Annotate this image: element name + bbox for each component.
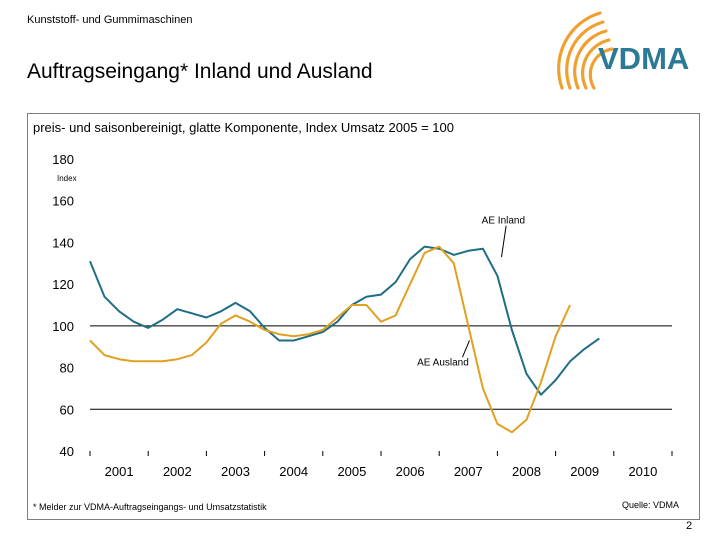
y-tick-label: 80	[60, 361, 74, 376]
logo-arcs	[557, 11, 614, 90]
y-tick-label: 100	[52, 319, 74, 334]
series-line-1	[89, 245, 572, 434]
x-tick-label: 2002	[163, 464, 192, 479]
page-title: Auftragseingang* Inland und Ausland	[27, 60, 373, 83]
y-axis-label: Index	[57, 174, 77, 183]
x-tick-label: 2008	[512, 464, 541, 479]
source-note: Quelle: VDMA	[622, 500, 680, 510]
x-tick-label: 2003	[221, 464, 250, 479]
logo-wordmark: VDMA	[598, 41, 689, 76]
vdma-logo: VDMA	[557, 11, 689, 90]
y-tick-label: 40	[60, 444, 74, 459]
x-tick-label: 2009	[570, 464, 599, 479]
line-chart: 40 60 80 100 120 140 160 180 Index 2001 2002 2003 20…	[52, 152, 673, 479]
y-tick-label: 120	[52, 277, 74, 292]
x-tick-label: 2006	[396, 464, 425, 479]
chart-frame	[27, 113, 700, 520]
x-tick-label: 2001	[105, 464, 134, 479]
y-tick-label: 180	[52, 152, 74, 167]
series-label: AE Inland	[482, 216, 525, 227]
series-line-0	[89, 245, 600, 396]
x-tick-label: 2004	[279, 464, 308, 479]
x-tick-label: 2010	[628, 464, 657, 479]
y-tick-label: 160	[52, 194, 74, 209]
x-tick-label: 2007	[454, 464, 483, 479]
y-tick-label: 140	[52, 235, 74, 250]
series-label: AE Ausland	[417, 357, 469, 368]
page-number: 2	[686, 520, 693, 532]
annotation-leader	[500, 225, 507, 258]
annotation-leader	[462, 340, 470, 358]
header-org-line: Kunststoff- und Gummimaschinen	[27, 14, 193, 26]
chart-subtitle: preis- und saisonbereinigt, glatte Kompo…	[33, 120, 454, 135]
footnote: * Melder zur VDMA-Auftragseingangs- und …	[33, 502, 267, 512]
y-tick-label: 60	[60, 402, 74, 417]
x-tick-label: 2005	[337, 464, 366, 479]
